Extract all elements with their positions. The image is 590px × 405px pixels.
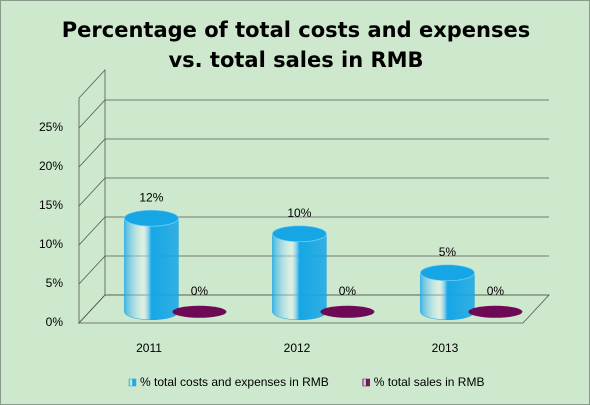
- bar-top: [124, 209, 179, 227]
- side-wall: [78, 68, 106, 325]
- value-label: 12%: [139, 190, 163, 204]
- value-label: 5%: [439, 245, 457, 259]
- bar: [272, 233, 327, 321]
- y-tick-label: 20%: [39, 159, 63, 173]
- bar-top: [272, 225, 327, 243]
- legend-swatch: [128, 378, 137, 387]
- grid-line: [78, 138, 549, 168]
- y-tick-label: 25%: [39, 120, 63, 134]
- x-tick-label: 2013: [432, 341, 459, 355]
- y-tick-label: 15%: [39, 198, 63, 212]
- grid-line: [78, 294, 549, 324]
- bar-top: [420, 264, 475, 282]
- value-label: 0%: [339, 284, 357, 298]
- grid-line: [78, 216, 549, 246]
- x-tick-label: 2012: [284, 341, 311, 355]
- grid-line: [78, 255, 549, 285]
- bar: [468, 305, 523, 318]
- y-tick-label: 0%: [46, 315, 64, 329]
- y-tick-label: 5%: [46, 276, 64, 290]
- bar: [124, 217, 179, 321]
- legend-label: % total sales in RMB: [374, 375, 485, 389]
- chart-title: Percentage of total costs and expenses v…: [61, 18, 531, 72]
- x-tick-label: 2011: [136, 341, 162, 355]
- value-label: 0%: [487, 284, 505, 298]
- value-label: 10%: [287, 206, 311, 220]
- bar: [172, 305, 227, 318]
- legend-swatch: [362, 378, 371, 387]
- legend-label: % total costs and expenses in RMB: [140, 375, 329, 389]
- grid-line: [78, 99, 549, 129]
- y-tick-label: 10%: [39, 237, 63, 251]
- value-label: 0%: [191, 284, 209, 298]
- bar: [320, 305, 375, 318]
- grid-line: [78, 177, 549, 207]
